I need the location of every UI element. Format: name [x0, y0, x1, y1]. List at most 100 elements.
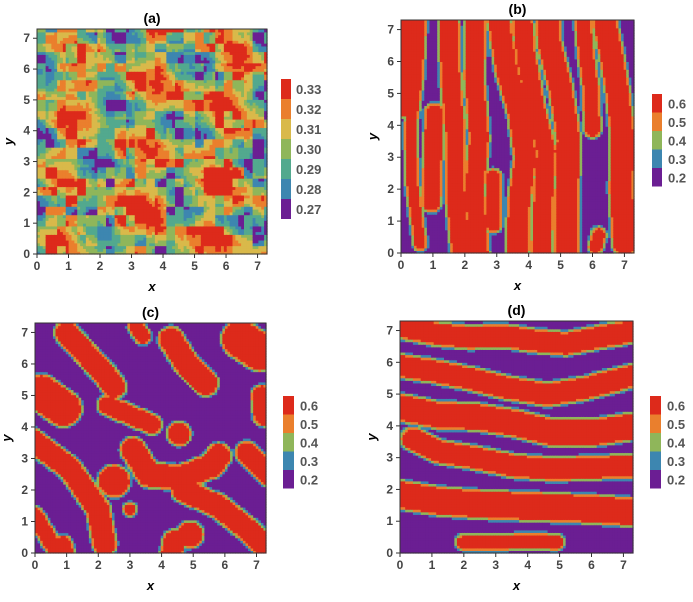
heatmap-cell — [60, 34, 64, 39]
heatmap-cell — [51, 149, 55, 154]
heatmap-cell — [111, 197, 116, 202]
heatmap-cell — [129, 237, 133, 241]
heatmap-cell — [51, 29, 55, 33]
heatmap-cell — [114, 59, 119, 64]
heatmap-cell — [94, 130, 98, 134]
heatmap-cell — [71, 231, 75, 235]
heatmap-cell — [39, 161, 44, 165]
heatmap-cell — [94, 31, 98, 36]
heatmap-cell — [48, 206, 52, 210]
heatmap-cell — [42, 164, 47, 168]
heatmap-cell — [94, 231, 98, 235]
heatmap-cell — [103, 203, 107, 207]
heatmap-cell — [37, 251, 41, 255]
heatmap-cell — [65, 88, 70, 92]
heatmap-cell — [134, 62, 139, 67]
heatmap-cell — [71, 180, 75, 185]
heatmap-cell — [62, 217, 67, 221]
heatmap-cell — [45, 144, 50, 148]
heatmap-cell — [65, 116, 70, 120]
heatmap-cell — [94, 192, 98, 196]
heatmap-cell — [123, 194, 127, 199]
heatmap-cell — [103, 135, 107, 140]
heatmap-cell — [39, 31, 44, 36]
heatmap-cell — [111, 133, 116, 137]
heatmap-cell — [80, 189, 84, 193]
heatmap-cell — [134, 133, 139, 137]
heatmap-cell — [74, 223, 78, 227]
heatmap-cell — [48, 99, 52, 103]
heatmap-cell — [37, 133, 41, 137]
heatmap-cell — [37, 248, 41, 252]
heatmap-cell — [108, 223, 113, 227]
heatmap-cell — [106, 113, 110, 117]
heatmap-cell — [85, 169, 90, 174]
heatmap-cell — [129, 121, 133, 126]
heatmap-cell — [106, 82, 110, 86]
heatmap-cell — [60, 104, 64, 109]
heatmap-cell — [106, 220, 110, 224]
heatmap-cell — [108, 228, 113, 233]
heatmap-cell — [97, 37, 101, 41]
heatmap-cell — [97, 158, 101, 162]
heatmap-cell — [42, 76, 47, 81]
heatmap-cell — [57, 57, 61, 61]
heatmap-cell — [39, 239, 44, 244]
heatmap-cell — [45, 231, 50, 235]
heatmap-cell — [131, 71, 136, 75]
heatmap-cell — [39, 237, 44, 241]
heatmap-cell — [94, 228, 98, 233]
heatmap-cell — [71, 189, 75, 193]
heatmap-cell — [94, 62, 98, 67]
heatmap-cell — [126, 183, 130, 188]
heatmap-cell — [129, 217, 133, 221]
heatmap-cell — [74, 45, 78, 50]
heatmap-cell — [120, 172, 124, 176]
heatmap-cell — [108, 88, 113, 92]
heatmap-cell — [108, 90, 113, 95]
heatmap-cell — [80, 65, 84, 69]
heatmap-cell — [83, 31, 87, 36]
heatmap-cell — [126, 116, 130, 120]
heatmap-cell — [65, 169, 70, 174]
heatmap-cell — [103, 245, 107, 249]
heatmap-cell — [131, 116, 136, 120]
heatmap-cell — [91, 228, 96, 233]
heatmap-cell — [74, 200, 78, 204]
heatmap-cell — [39, 68, 44, 72]
heatmap-cell — [117, 59, 121, 64]
heatmap-cell — [83, 138, 87, 143]
heatmap-cell — [100, 68, 104, 72]
heatmap-cell — [37, 147, 41, 151]
heatmap-cell — [42, 245, 47, 249]
heatmap-cell — [129, 175, 133, 179]
heatmap-cell — [131, 223, 136, 227]
heatmap-cell — [111, 51, 116, 55]
heatmap-cell — [88, 57, 93, 61]
heatmap-cell — [120, 110, 124, 114]
heatmap-cell — [42, 79, 47, 84]
heatmap-cell — [117, 175, 121, 179]
heatmap-cell — [120, 65, 124, 69]
heatmap-cell — [111, 180, 116, 185]
heatmap-cell — [48, 107, 52, 112]
heatmap-cell — [120, 237, 124, 241]
heatmap-cell — [94, 74, 98, 78]
heatmap-cell — [131, 138, 136, 143]
heatmap-cell — [111, 90, 116, 95]
heatmap-cell — [45, 209, 50, 213]
heatmap-cell — [108, 82, 113, 86]
heatmap-cell — [83, 147, 87, 151]
heatmap-cell — [65, 96, 70, 100]
heatmap-cell — [42, 197, 47, 202]
heatmap-cell — [74, 79, 78, 84]
heatmap-cell — [117, 149, 121, 154]
heatmap-cell — [126, 107, 130, 112]
heatmap-cell — [57, 127, 61, 131]
heatmap-cell — [117, 88, 121, 92]
heatmap-cell — [100, 192, 104, 196]
heatmap-cell — [91, 45, 96, 50]
heatmap-cell — [123, 197, 127, 202]
heatmap-cell — [74, 34, 78, 39]
heatmap-cell — [37, 37, 41, 41]
